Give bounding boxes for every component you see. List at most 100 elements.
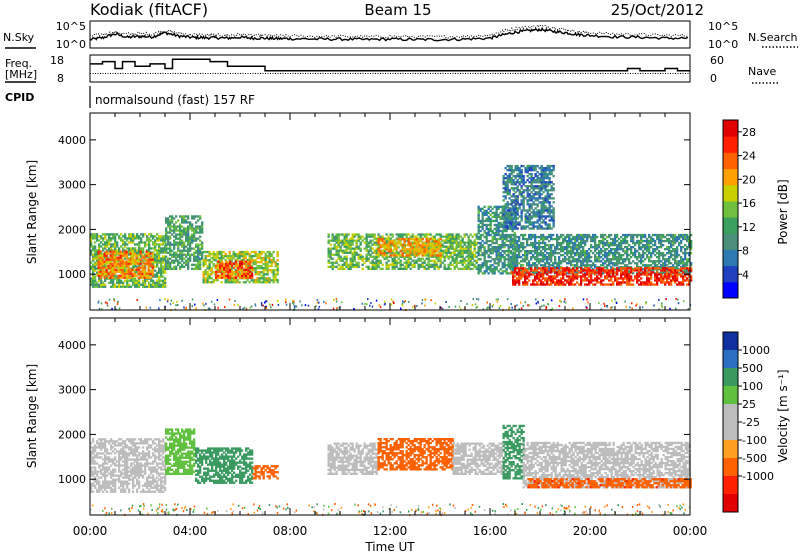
scatter-cell <box>550 235 553 239</box>
scatter-cell <box>104 245 107 248</box>
scatter-cell <box>682 237 685 241</box>
scatter-cell <box>187 261 190 264</box>
scatter-cell <box>173 229 176 232</box>
scatter-cell <box>102 247 105 250</box>
scatter-cell <box>477 211 480 215</box>
scatter-cell <box>598 250 601 253</box>
scatter-cell <box>331 261 334 264</box>
scatter-cell <box>189 259 192 262</box>
scatter-cell <box>443 241 446 244</box>
scatter-cell <box>154 261 157 264</box>
scatter-cell <box>636 233 639 237</box>
scatter-cell <box>475 259 478 262</box>
scatter-cell <box>510 239 513 243</box>
scatter-cell <box>447 233 450 236</box>
scatter-cell <box>389 254 392 257</box>
scatter-cell <box>219 268 222 271</box>
scatter-cell <box>586 252 589 255</box>
scatter-cell <box>191 239 194 242</box>
scatter-cell <box>375 249 378 252</box>
scatter-cell <box>674 237 677 241</box>
scatter-cell <box>624 260 627 263</box>
scatter-cell <box>335 249 338 252</box>
scatter-cell <box>148 249 151 252</box>
scatter-cell <box>580 254 583 257</box>
scatter-cell <box>92 263 95 266</box>
scatter-cell <box>435 242 438 245</box>
scatter-cell <box>493 258 496 261</box>
scatter-cell <box>582 235 585 239</box>
scatter-cell <box>413 263 416 267</box>
scatter-cell <box>268 250 271 254</box>
scatter-cell <box>164 257 167 260</box>
scatter-cell <box>108 239 111 242</box>
scatter-cell <box>507 246 510 249</box>
scatter-cell <box>379 246 382 249</box>
scatter-cell <box>252 269 255 272</box>
scatter-cell <box>125 250 128 253</box>
beam-title: Beam 15 <box>364 1 431 19</box>
scatter-cell <box>510 258 513 261</box>
scatter-cell <box>333 237 336 240</box>
scatter-cell <box>680 246 683 249</box>
scatter-cell <box>236 256 239 260</box>
scatter-cell <box>546 258 549 261</box>
scatter-cell <box>230 269 233 272</box>
scatter-cell <box>682 233 685 237</box>
scatter-cell <box>127 260 130 263</box>
scatter-cell <box>505 264 508 267</box>
scatter-cell <box>686 246 689 249</box>
scatter-cell <box>258 256 261 260</box>
scatter-cell <box>274 269 277 272</box>
scatter-cell <box>229 268 232 271</box>
scatter-cell <box>522 248 525 251</box>
scatter-cell <box>433 267 436 271</box>
scatter-cell <box>568 281 571 284</box>
scatter-cell <box>232 252 235 256</box>
scatter-cell <box>534 241 537 245</box>
scatter-cell <box>377 261 380 264</box>
scatter-cell <box>154 285 157 288</box>
scatter-cell <box>493 272 496 275</box>
scatter-cell <box>576 248 579 251</box>
scatter-cell <box>640 248 643 251</box>
scatter-cell <box>353 249 356 252</box>
scatter-cell <box>250 250 253 254</box>
scatter-cell <box>433 244 436 247</box>
scatter-cell <box>505 229 508 233</box>
scatter-cell <box>505 237 508 241</box>
scatter-cell <box>562 241 565 245</box>
scatter-cell <box>503 270 506 273</box>
scatter-cell <box>664 262 667 265</box>
scatter-cell <box>113 264 116 267</box>
scatter-cell <box>576 275 579 278</box>
scatter-cell <box>672 254 675 257</box>
freq-tick-bottom: 8 <box>57 72 64 85</box>
scatter-cell <box>463 261 466 264</box>
scatter-cell <box>471 263 474 267</box>
scatter-cell <box>471 251 474 254</box>
scatter-cell <box>222 250 225 254</box>
scatter-cell <box>550 267 553 270</box>
scatter-cell <box>175 233 178 236</box>
scatter-cell <box>602 250 605 253</box>
scatter-cell <box>600 233 603 237</box>
scatter-cell <box>548 262 551 265</box>
scatter-cell <box>614 237 617 241</box>
scatter-cell <box>343 249 346 252</box>
scatter-cell <box>119 254 122 257</box>
scatter-cell <box>415 252 418 255</box>
scatter-cell <box>646 254 649 257</box>
scatter-cell <box>526 283 529 286</box>
scatter-cell <box>477 266 480 269</box>
scatter-cell <box>487 272 490 275</box>
scatter-cell <box>385 267 388 271</box>
scatter-cell <box>122 285 125 288</box>
scatter-cell <box>588 271 591 274</box>
scatter-cell <box>94 255 97 258</box>
scatter-cell <box>626 264 629 267</box>
scatter-cell <box>632 252 635 255</box>
scatter-cell <box>419 238 422 241</box>
scatter-cell <box>359 241 362 244</box>
scatter-cell <box>560 235 563 239</box>
